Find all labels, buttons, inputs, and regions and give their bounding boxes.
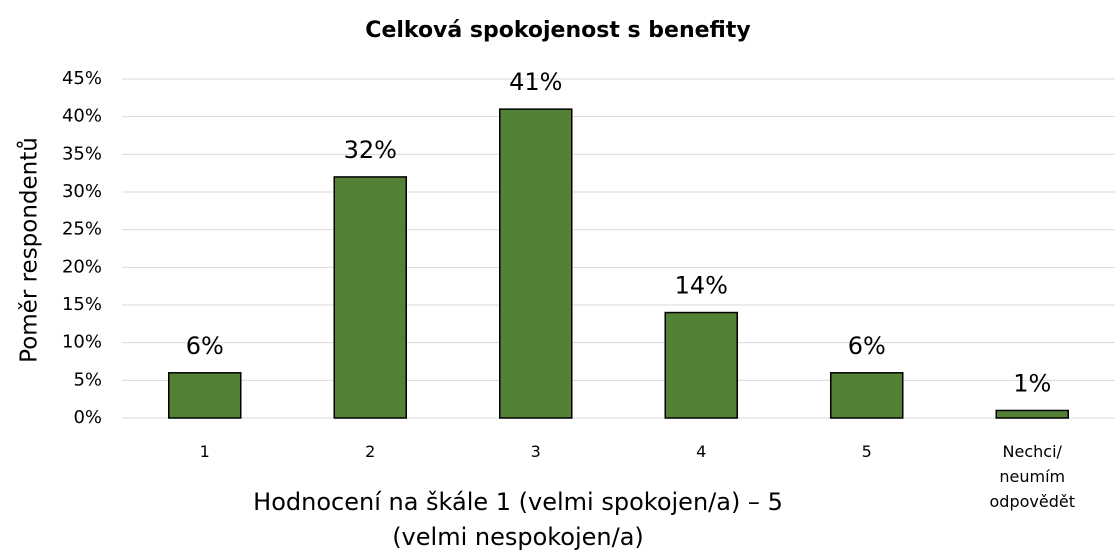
y-tick-label: 5% (73, 369, 102, 390)
chart-title: Celková spokojenost s benefity (365, 18, 750, 43)
x-tick-label: 3 (530, 442, 541, 461)
bar (664, 311, 738, 419)
x-tick-label: 2 (365, 442, 376, 461)
bar (830, 372, 904, 419)
value-label: 41% (509, 68, 562, 96)
y-tick-label: 20% (62, 256, 102, 277)
y-tick-label: 15% (62, 294, 102, 315)
value-label: 6% (848, 332, 886, 360)
value-label: 6% (186, 332, 224, 360)
y-tick-label: 35% (62, 143, 102, 164)
bar (168, 372, 242, 419)
bar (499, 108, 573, 419)
value-label: 32% (344, 136, 397, 164)
y-tick-label: 30% (62, 181, 102, 202)
bar (333, 176, 407, 419)
y-tick-label: 25% (62, 219, 102, 240)
bar (995, 409, 1069, 419)
x-tick-label: 5 (861, 442, 872, 461)
value-label: 1% (1013, 369, 1051, 397)
y-tick-label: 40% (62, 106, 102, 127)
x-tick-label: 1 (199, 442, 210, 461)
y-axis-label: Poměr respondentů (16, 137, 43, 363)
x-tick-label: Nechci/ neumím odpovědět (989, 442, 1075, 511)
y-tick-label: 10% (62, 332, 102, 353)
x-tick-label: 4 (696, 442, 707, 461)
value-label: 14% (675, 272, 728, 300)
y-tick-label: 45% (62, 68, 102, 89)
y-tick-label: 0% (73, 407, 102, 428)
x-axis-label: Hodnocení na škále 1 (velmi spokojen/a) … (253, 488, 783, 551)
